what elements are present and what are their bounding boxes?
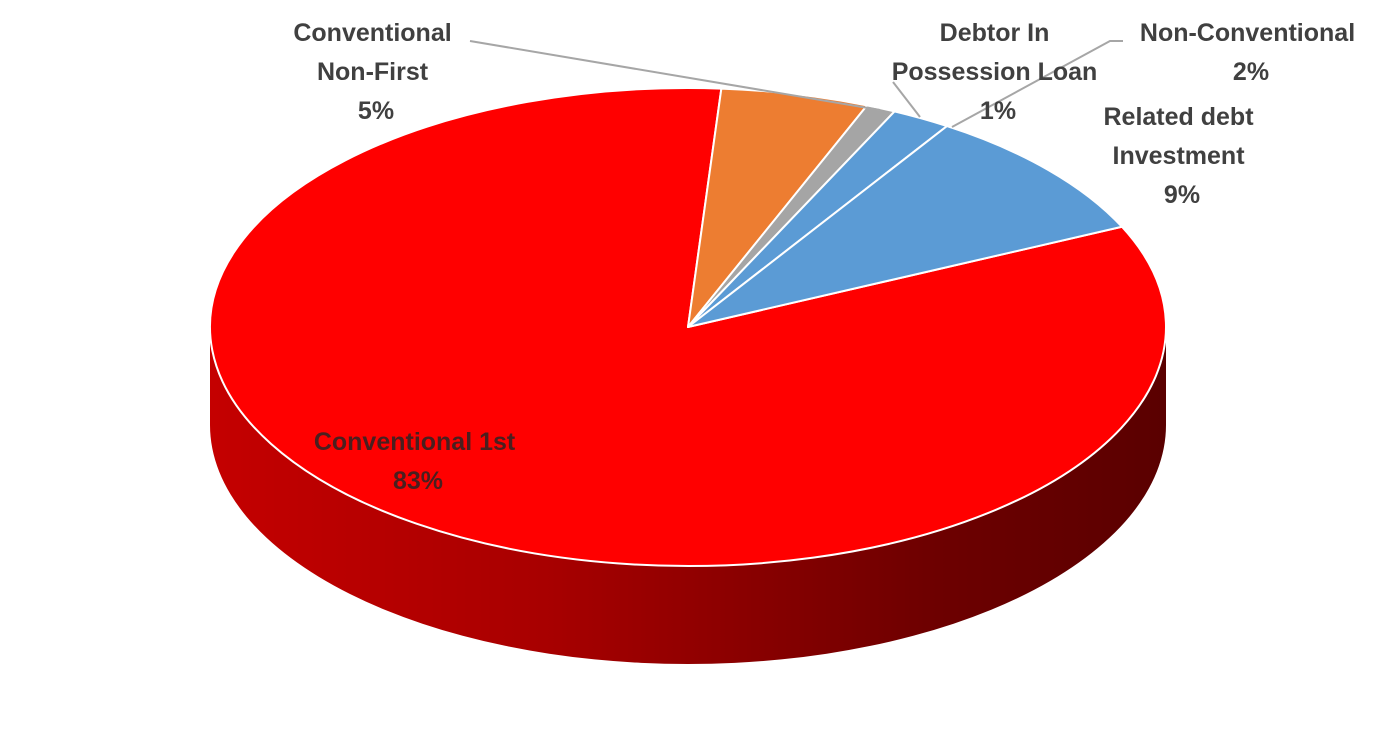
label-line: Non-Conventional: [1140, 19, 1355, 47]
pie-side-wall: [210, 327, 1166, 664]
slice-label-conventional-non-first: Conventional Non-First 5%: [293, 19, 458, 125]
pie-slices: [209, 87, 1167, 567]
pie-slice-conventional-non-first: [687, 87, 869, 328]
label-percent: 83%: [393, 467, 443, 495]
label-percent: 5%: [358, 97, 394, 125]
label-line: Investment: [1113, 142, 1246, 170]
pie-slice-related-debt-investment: [687, 125, 1123, 328]
slice-label-conventional-1st: Conventional 1st 83%: [314, 428, 522, 495]
label-percent: 2%: [1233, 58, 1269, 86]
label-line: Related debt: [1104, 103, 1255, 131]
slice-label-non-conventional: Non-Conventional 2%: [1140, 19, 1362, 86]
label-line: Conventional 1st: [314, 428, 516, 456]
leader-line-debtor-in-possession: [892, 81, 921, 118]
label-line: Possession Loan: [892, 58, 1098, 86]
label-line: Conventional: [293, 19, 451, 47]
label-line: Debtor In: [940, 19, 1050, 47]
leader-line-conventional-non-first: [469, 40, 881, 111]
label-line: Non-First: [317, 58, 429, 86]
slice-label-related-debt-investment: Related debt Investment 9%: [1104, 103, 1261, 209]
label-percent: 9%: [1164, 181, 1200, 209]
leader-line-non-conventional: [951, 40, 1123, 128]
label-percent: 1%: [980, 97, 1016, 125]
slice-label-debtor-in-possession-loan: Debtor In Possession Loan 1%: [892, 19, 1105, 125]
